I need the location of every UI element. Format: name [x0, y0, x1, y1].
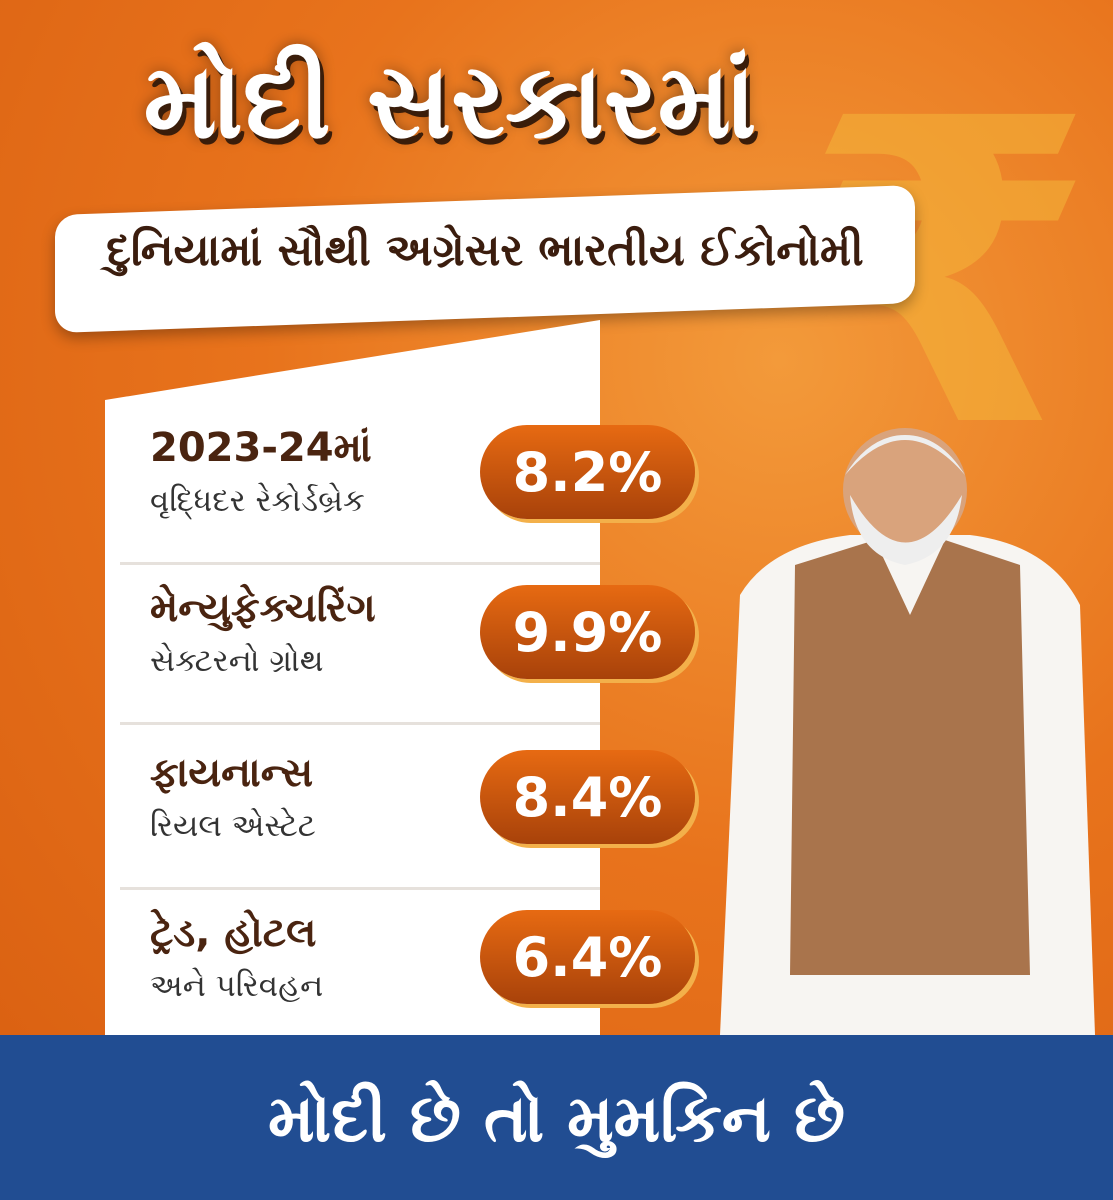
separator: [120, 887, 600, 890]
footer: [0, 1035, 1113, 1200]
stat-subtitle: રિયલ એસ્ટેટ: [150, 808, 316, 844]
stat-value: 8.4%: [480, 750, 695, 844]
stat-value: 6.4%: [480, 910, 695, 1004]
portrait: [720, 428, 1095, 1035]
stat-row: ટ્રેડ, હોટલ અને પરિવહન 6.4%: [120, 890, 700, 1050]
stat-value: 8.2%: [480, 425, 695, 519]
stat-subtitle: સેક્ટરનો ગ્રોથ: [150, 643, 324, 679]
slogan: મોદી છે તો મુમકિન છે: [268, 1080, 845, 1157]
stat-title: ટ્રેડ, હોટલ: [150, 910, 317, 956]
title: મોદી સરકારમાં: [143, 40, 757, 162]
separator: [120, 722, 600, 725]
beard: [850, 495, 962, 565]
stat-title: મેન્યુફેક્ચરિંગ: [150, 585, 376, 631]
subtitle: દુનિયામાં સૌથી અગ્રેસર ભારતીય ઈકોનોમી: [106, 225, 864, 276]
stat-row: મેન્યુફેક્ચરિંગ સેક્ટરનો ગ્રોથ 9.9%: [120, 565, 700, 725]
face: [843, 428, 967, 552]
stat-title: 2023-24માં: [150, 425, 372, 471]
stat-value: 9.9%: [480, 585, 695, 679]
stat-subtitle: અને પરિવહન: [150, 968, 324, 1004]
stat-row: 2023-24માં વૃદ્ધિદર રેકોર્ડબ્રેક 8.2%: [120, 405, 700, 565]
hair: [845, 435, 965, 475]
stat-title: ફાયનાન્સ: [150, 750, 314, 796]
vest: [790, 540, 1030, 975]
stat-subtitle: વૃદ્ધિદર રેકોર્ડબ્રેક: [150, 483, 365, 519]
separator: [120, 562, 600, 565]
stat-row: ફાયનાન્સ રિયલ એસ્ટેટ 8.4%: [120, 730, 700, 890]
